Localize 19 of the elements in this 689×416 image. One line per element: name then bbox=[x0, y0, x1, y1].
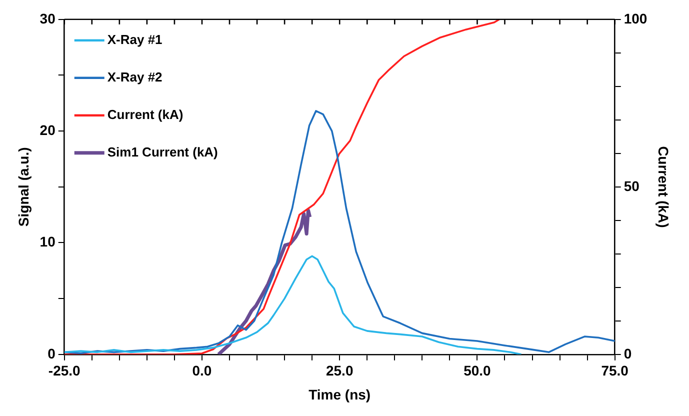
y-tick-label: 10 bbox=[40, 234, 56, 250]
x-tick-label: 75.0 bbox=[601, 362, 629, 379]
y-tick-label: 30 bbox=[40, 10, 56, 26]
y2-tick-label: 50 bbox=[624, 178, 640, 194]
legend-label: Current (kA) bbox=[107, 106, 184, 122]
x-axis-title: Time (ns) bbox=[308, 386, 371, 402]
y2-axis-title: Current (kA) bbox=[656, 146, 672, 228]
legend-label: X-Ray #1 bbox=[107, 32, 162, 47]
x-tick-label: 50.0 bbox=[464, 362, 492, 379]
y-tick-label: 0 bbox=[48, 345, 56, 362]
y2-tick-label: 100 bbox=[624, 10, 648, 26]
y2-tick-label: 0 bbox=[624, 345, 632, 362]
x-tick-label: 25.0 bbox=[326, 362, 354, 379]
x-tick-label: -25.0 bbox=[48, 362, 81, 379]
x-tick-label: 0.0 bbox=[192, 362, 212, 379]
legend-label: Sim1 Current (kA) bbox=[107, 144, 218, 160]
y-axis-title: Signal (a.u.) bbox=[15, 147, 32, 227]
legend-label: X-Ray #2 bbox=[107, 69, 162, 84]
y-tick-label: 20 bbox=[40, 122, 56, 138]
